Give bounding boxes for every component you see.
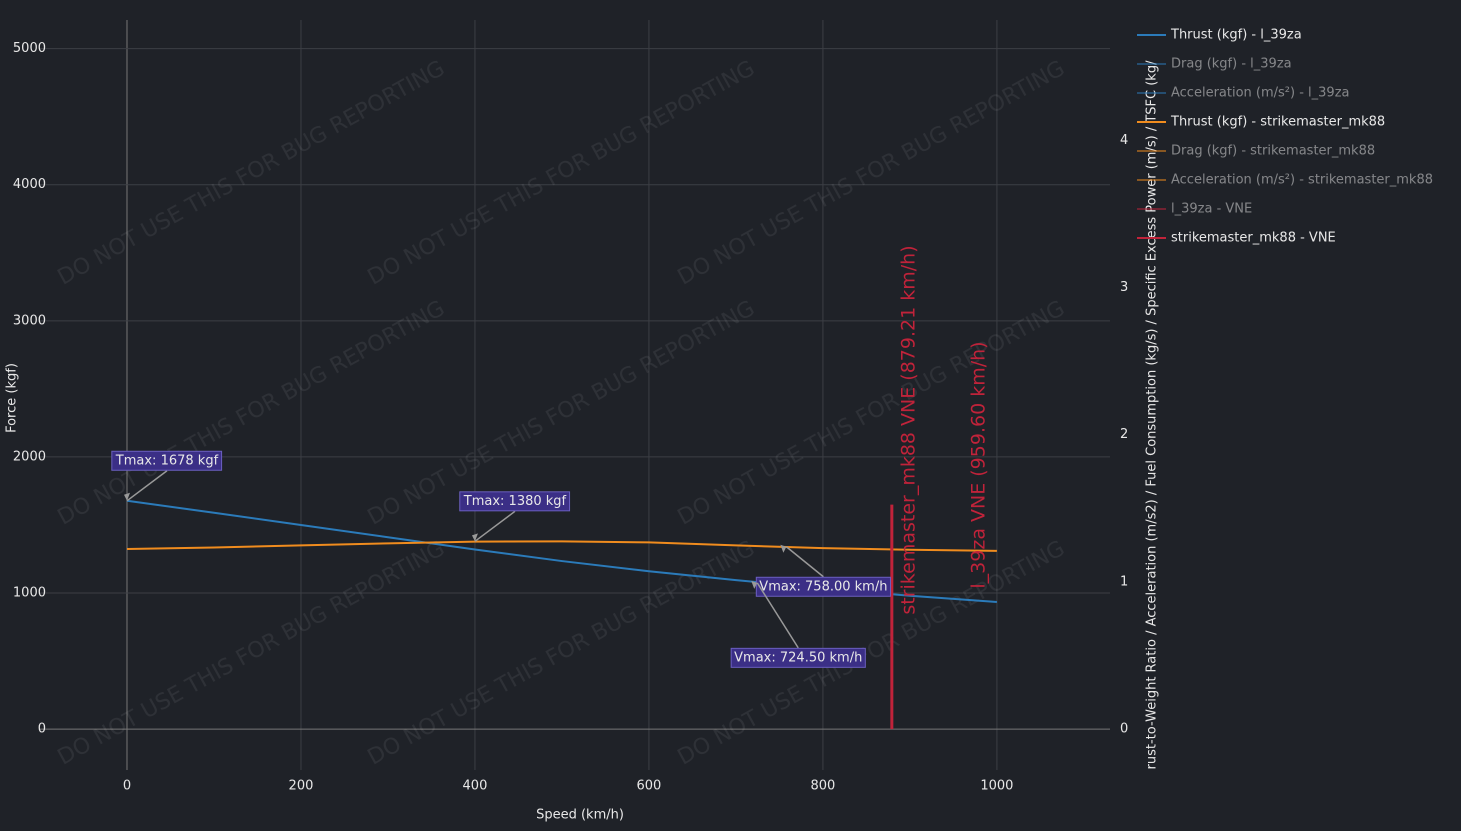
x-tick-label: 600 [637,779,662,794]
y-tick-label: 2000 [13,449,46,464]
legend-label[interactable]: Thrust (kgf) - l_39za [1170,28,1302,43]
arrow-head [780,544,787,553]
annotation-box [111,450,223,471]
annotation-arrow [785,546,824,578]
y2-tick-label: 2 [1120,427,1128,442]
annotation-box [755,576,891,597]
legend-label[interactable]: Thrust (kgf) - strikemaster_mk88 [1170,115,1385,130]
x-tick-label: 400 [463,779,488,794]
legend-label[interactable]: strikemaster_mk88 - VNE [1171,231,1336,246]
annotation-label: Vmax: 724.50 km/h [734,650,862,665]
x-tick-label: 1000 [980,779,1013,794]
y-tick-label: 5000 [13,41,46,56]
annotation-box [730,647,866,668]
annotation-label: Tmax: 1380 kgf [463,494,567,509]
legend-label[interactable]: Drag (kgf) - strikemaster_mk88 [1171,144,1375,159]
arrow-head [471,533,478,542]
x-axis-title: Speed (km/h) [536,808,624,823]
legend-label[interactable]: Drag (kgf) - l_39za [1171,57,1292,72]
annotation-label: Vmax: 758.00 km/h [759,579,887,594]
y2-axis-title: rust-to-Weight Ratio / Acceleration (m/s… [1145,60,1160,770]
y2-tick-label: 1 [1120,574,1128,589]
legend-label[interactable]: l_39za - VNE [1171,202,1252,217]
arrow-head [751,580,758,589]
x-tick-label: 800 [811,779,836,794]
y2-tick-label: 0 [1120,721,1128,736]
legend-label[interactable]: Acceleration (m/s²) - strikemaster_mk88 [1171,173,1433,188]
x-tick-label: 0 [123,779,131,794]
annotation-arrow [756,582,799,649]
y-tick-label: 1000 [13,586,46,601]
annotation-arrow [474,510,516,542]
series-line [126,540,997,552]
y-tick-label: 0 [38,722,46,737]
y2-tick-label: 3 [1120,280,1128,295]
vne-label: strikemaster_mk88 VNE (879.21 km/h) [897,245,919,614]
arrow-head [123,492,130,501]
y-tick-label: 4000 [13,177,46,192]
annotation-label: Tmax: 1678 kgf [115,453,219,468]
legend-label[interactable]: Acceleration (m/s²) - l_39za [1171,86,1349,101]
annotation-arrow [126,470,168,502]
annotation-box [459,491,571,512]
y2-tick-label: 4 [1120,133,1128,148]
y-tick-label: 3000 [13,313,46,328]
x-tick-label: 200 [289,779,314,794]
vne-label: l_39za VNE (959.60 km/h) [967,341,989,588]
y-axis-title: Force (kgf) [5,363,20,433]
